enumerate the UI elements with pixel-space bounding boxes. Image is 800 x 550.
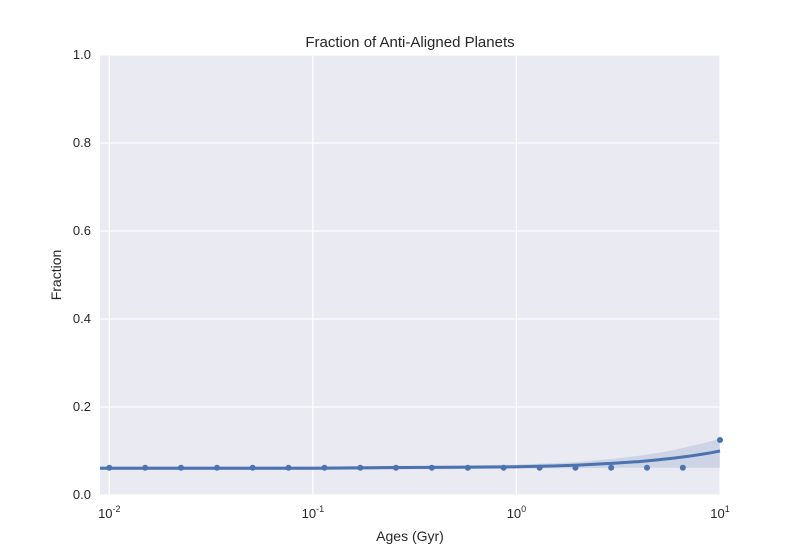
x-tick-label: 10-2 [98, 504, 120, 521]
y-tick-label: 0.2 [73, 399, 91, 414]
y-axis-ticks: 0.0 0.2 0.4 0.6 0.8 1.0 [73, 47, 91, 502]
x-axis-ticks: 10-2 10-1 100 101 [98, 504, 730, 521]
data-point [142, 464, 149, 471]
data-point [500, 464, 507, 471]
data-points [106, 437, 723, 471]
data-point [249, 464, 256, 471]
y-tick-label: 0.4 [73, 311, 91, 326]
x-tick-exponent: -2 [113, 504, 121, 514]
x-tick-exponent: -1 [316, 504, 324, 514]
x-tick-base: 10 [302, 506, 316, 521]
data-point [464, 464, 471, 471]
data-point [285, 464, 292, 471]
data-point [357, 464, 364, 471]
x-tick-base: 10 [98, 506, 112, 521]
y-tick-label: 0.0 [73, 487, 91, 502]
data-point [106, 464, 113, 471]
y-tick-label: 0.6 [73, 223, 91, 238]
regression-line [100, 449, 721, 470]
data-point [321, 464, 328, 471]
data-point [178, 464, 185, 471]
data-point [572, 464, 579, 471]
x-tick-label: 10-1 [302, 504, 324, 521]
data-point [679, 464, 686, 471]
data-point [717, 437, 723, 443]
data-point [644, 464, 651, 471]
y-tick-label: 1.0 [73, 47, 91, 62]
data-point [536, 464, 543, 471]
data-point [428, 464, 435, 471]
x-tick-label: 101 [710, 504, 729, 521]
data-point [213, 464, 220, 471]
chart-title: Fraction of Anti-Aligned Planets [305, 34, 514, 51]
x-tick-base: 10 [507, 506, 521, 521]
plot-area [100, 55, 720, 495]
x-tick-base: 10 [710, 506, 724, 521]
y-axis-label: Fraction [48, 250, 64, 301]
data-point [608, 464, 615, 471]
x-axis-label: Ages (Gyr) [376, 528, 444, 544]
grid [100, 54, 721, 496]
data-point [392, 464, 399, 471]
x-tick-exponent: 1 [725, 504, 730, 514]
x-tick-label: 100 [507, 504, 526, 521]
x-tick-exponent: 0 [521, 504, 526, 514]
y-tick-label: 0.8 [73, 135, 91, 150]
